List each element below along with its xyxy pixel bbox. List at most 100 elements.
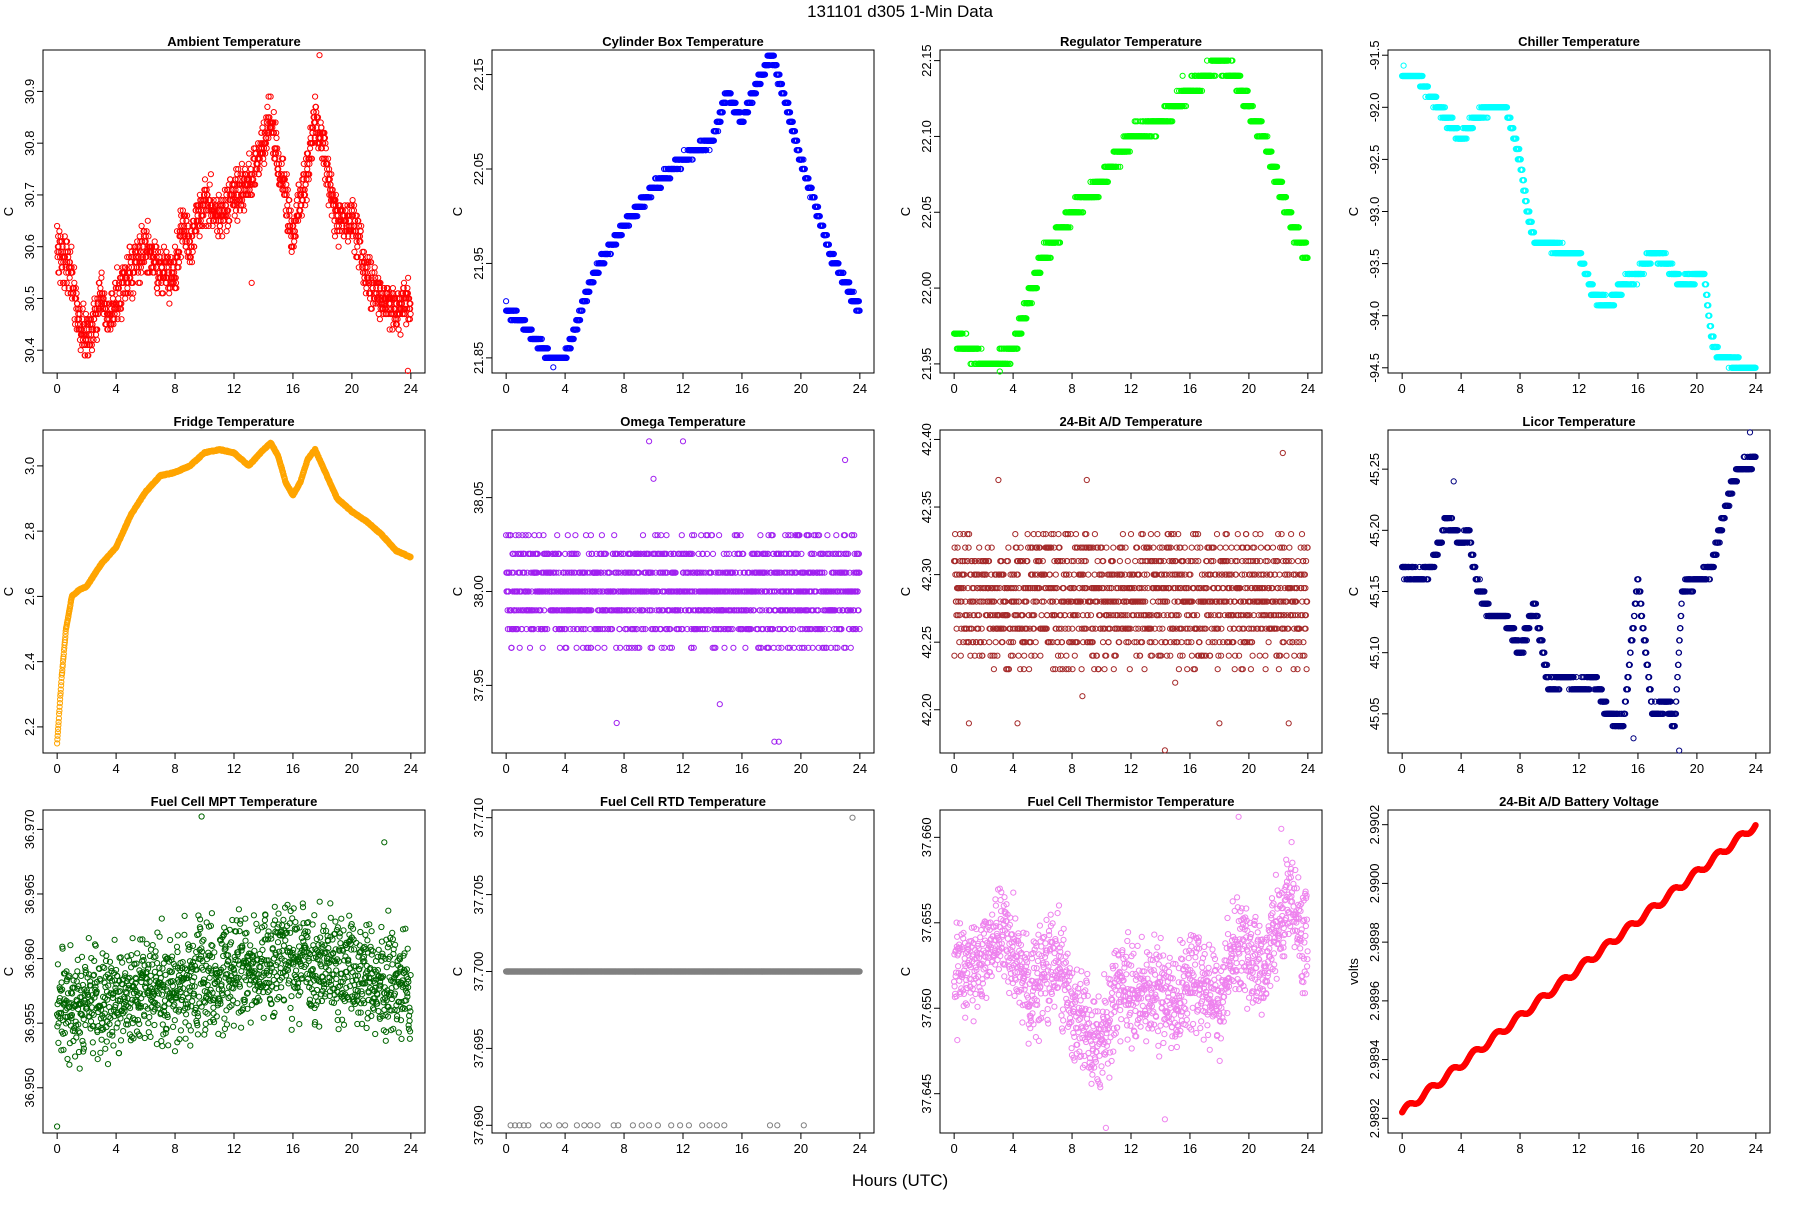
- y-tick-label: -91.5: [1367, 40, 1382, 70]
- data-point: [305, 167, 310, 172]
- data-point: [317, 53, 322, 58]
- x-tick-label: 4: [112, 381, 119, 396]
- data-point: [260, 125, 265, 130]
- data-point: [239, 161, 244, 166]
- x-tick-label: 16: [286, 381, 300, 396]
- data-point: [372, 265, 377, 270]
- data-point: [408, 311, 413, 316]
- data-point: [78, 348, 83, 353]
- data-point: [110, 296, 115, 301]
- data-point: [225, 223, 230, 228]
- data-point: [99, 275, 104, 280]
- y-tick-label: 21.95: [471, 247, 486, 280]
- data-point: [57, 229, 62, 234]
- data-point: [202, 177, 207, 182]
- panel-title: Chiller Temperature: [1518, 34, 1640, 49]
- x-tick-label: 0: [503, 381, 510, 396]
- y-tick-label: 22.05: [471, 153, 486, 186]
- x-tick-label: 4: [561, 381, 568, 396]
- data-point: [208, 172, 213, 177]
- data-point: [210, 223, 215, 228]
- x-tick-label: 0: [54, 381, 61, 396]
- data-point: [81, 301, 86, 306]
- data-point: [172, 244, 177, 249]
- data-point: [115, 265, 120, 270]
- data-point: [345, 239, 350, 244]
- y-axis-label: C: [898, 207, 913, 216]
- data-point: [296, 182, 301, 187]
- data-point: [308, 146, 313, 151]
- y-tick-label: -94.0: [1367, 301, 1382, 331]
- data-point: [262, 161, 267, 166]
- y-tick-label: 30.8: [22, 131, 37, 156]
- data-point: [94, 337, 99, 342]
- data-point: [404, 322, 409, 327]
- data-point: [216, 192, 221, 197]
- data-point: [350, 198, 355, 203]
- panel-title: Cylinder Box Temperature: [602, 34, 764, 49]
- y-tick-label: 22.05: [919, 196, 934, 229]
- x-tick-label: 24: [404, 381, 418, 396]
- data-point: [207, 182, 212, 187]
- x-tick-label: 8: [1516, 381, 1523, 396]
- data-point: [145, 218, 150, 223]
- y-axis-label: C: [1, 207, 16, 216]
- data-point: [139, 223, 144, 228]
- data-point: [398, 332, 403, 337]
- y-tick-label: -94.5: [1367, 353, 1382, 383]
- data-point: [55, 223, 60, 228]
- figure-title: 131101 d305 1-Min Data: [0, 2, 1800, 22]
- data-point: [271, 110, 276, 115]
- data-point: [332, 234, 337, 239]
- data-point: [265, 104, 270, 109]
- data-point: [197, 234, 202, 239]
- data-point: [119, 317, 124, 322]
- data-point: [284, 182, 289, 187]
- data-point: [292, 239, 297, 244]
- data-point: [294, 198, 299, 203]
- y-tick-label: 21.95: [919, 348, 934, 381]
- data-points: [55, 53, 414, 374]
- x-tick-label: 8: [171, 381, 178, 396]
- data-point: [243, 167, 248, 172]
- y-tick-label: 22.00: [919, 272, 934, 305]
- y-tick-label: 30.9: [22, 79, 37, 104]
- x-tick-label: 4: [1457, 381, 1464, 396]
- y-tick-label: -92.0: [1367, 92, 1382, 122]
- data-point: [274, 135, 279, 140]
- x-tick-label: 12: [1572, 381, 1586, 396]
- data-point: [235, 218, 240, 223]
- data-point: [83, 311, 88, 316]
- x-tick-label: 12: [227, 381, 241, 396]
- data-point: [247, 151, 252, 156]
- x-tick-label: 4: [1009, 381, 1016, 396]
- data-point: [164, 249, 169, 254]
- data-point: [313, 94, 318, 99]
- y-axis-label: C: [450, 207, 465, 216]
- data-point: [123, 296, 128, 301]
- y-tick-label: 30.6: [22, 234, 37, 259]
- data-point: [155, 286, 160, 291]
- data-points: [1400, 63, 1759, 370]
- panel-title: Ambient Temperature: [167, 34, 300, 49]
- x-tick-label: 20: [345, 381, 359, 396]
- panel-title: Regulator Temperature: [1060, 34, 1202, 49]
- x-tick-label: 16: [735, 381, 749, 396]
- data-point: [224, 229, 229, 234]
- data-point: [355, 244, 360, 249]
- y-tick-label: 30.4: [22, 338, 37, 363]
- x-tick-label: 16: [1631, 381, 1645, 396]
- data-point: [67, 275, 72, 280]
- data-point: [74, 291, 79, 296]
- data-point: [1180, 73, 1185, 78]
- x-tick-label: 20: [1242, 381, 1256, 396]
- data-point: [232, 213, 237, 218]
- data-point: [217, 223, 222, 228]
- data-point: [99, 270, 104, 275]
- data-point: [139, 270, 144, 275]
- y-tick-label: -93.0: [1367, 197, 1382, 227]
